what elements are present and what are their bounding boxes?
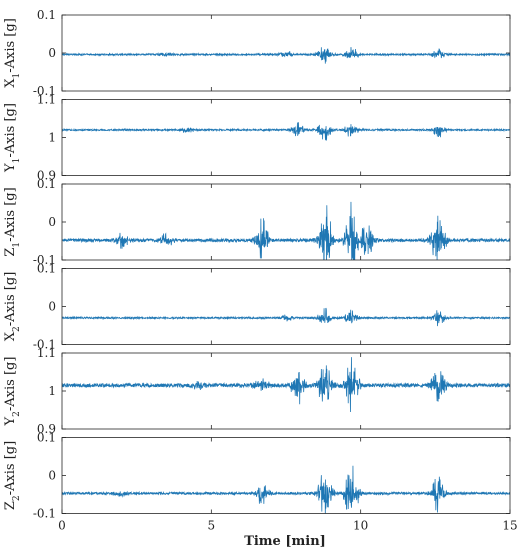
x-axis-label: Time [min] — [244, 534, 326, 549]
subplot-4: -0.1 0 0.1 X2-Axis [g] — [3, 262, 511, 352]
subplot-2: 0.9 1 1.1 Y1-Axis [g] — [3, 93, 511, 183]
y-tick-label: -0.1 — [33, 253, 56, 267]
x-tick-label: 10 — [353, 519, 368, 533]
y-tick-label: 0.1 — [37, 177, 56, 191]
y-axis-label: Z1-Axis [g] — [3, 187, 22, 256]
y-axis-label: Y2-Axis [g] — [3, 357, 22, 427]
signal-line — [62, 307, 510, 327]
axes-frame — [61, 183, 511, 261]
axes-frame — [61, 268, 511, 345]
y-axis-label: Y1-Axis [g] — [3, 103, 22, 173]
subplot-3: -0.1 0 0.1 Z1-Axis [g] — [3, 177, 511, 267]
y-tick-label: 0.1 — [37, 431, 56, 445]
subplot-5: 0.9 1 1.1 Y2-Axis [g] — [3, 346, 511, 436]
y-axis-label: X2-Axis [g] — [3, 272, 22, 342]
signal-line — [62, 201, 510, 260]
x-tick-label: 5 — [208, 519, 216, 533]
y-tick-label: -0.1 — [33, 338, 56, 352]
subplot-1: -0.1 0 0.1 X1-Axis [g] — [3, 8, 511, 98]
y-tick-label: -0.1 — [33, 507, 56, 521]
y-tick-label: 0.1 — [37, 262, 56, 276]
x-tick-label: 15 — [502, 519, 517, 533]
y-tick-label: 0 — [48, 215, 56, 229]
axes-frame — [61, 99, 511, 176]
subplot-6: -0.100.1Z2-Axis [g]0 5 10 15 — [3, 431, 518, 533]
signal-line — [62, 47, 510, 64]
y-tick-label: -0.1 — [33, 84, 56, 98]
subplot-stack: -0.100.1X1-Axis [g]0.911.1Y1-Axis [g]-0.… — [3, 8, 518, 533]
y-axis-label: X1-Axis [g] — [3, 18, 22, 88]
y-axis-label: Z2-Axis [g] — [3, 441, 22, 510]
signal-line — [62, 465, 510, 514]
y-tick-label: 0.9 — [37, 422, 56, 436]
y-tick-label: 0.9 — [37, 169, 56, 183]
y-tick-label: 1.1 — [37, 93, 56, 107]
y-tick-label: 1 — [48, 384, 56, 398]
y-tick-label: 1.1 — [37, 346, 56, 360]
axes-frame — [61, 437, 511, 514]
y-tick-label: 1 — [48, 131, 56, 145]
signal-line — [62, 122, 510, 141]
signal-line — [62, 357, 510, 413]
y-tick-label: 0.1 — [37, 8, 56, 22]
y-tick-label: 0 — [48, 46, 56, 60]
axes-frame — [61, 352, 511, 430]
x-tick-label: 0 — [58, 519, 66, 533]
y-tick-label: 0 — [48, 469, 56, 483]
y-tick-label: 0 — [48, 300, 56, 314]
